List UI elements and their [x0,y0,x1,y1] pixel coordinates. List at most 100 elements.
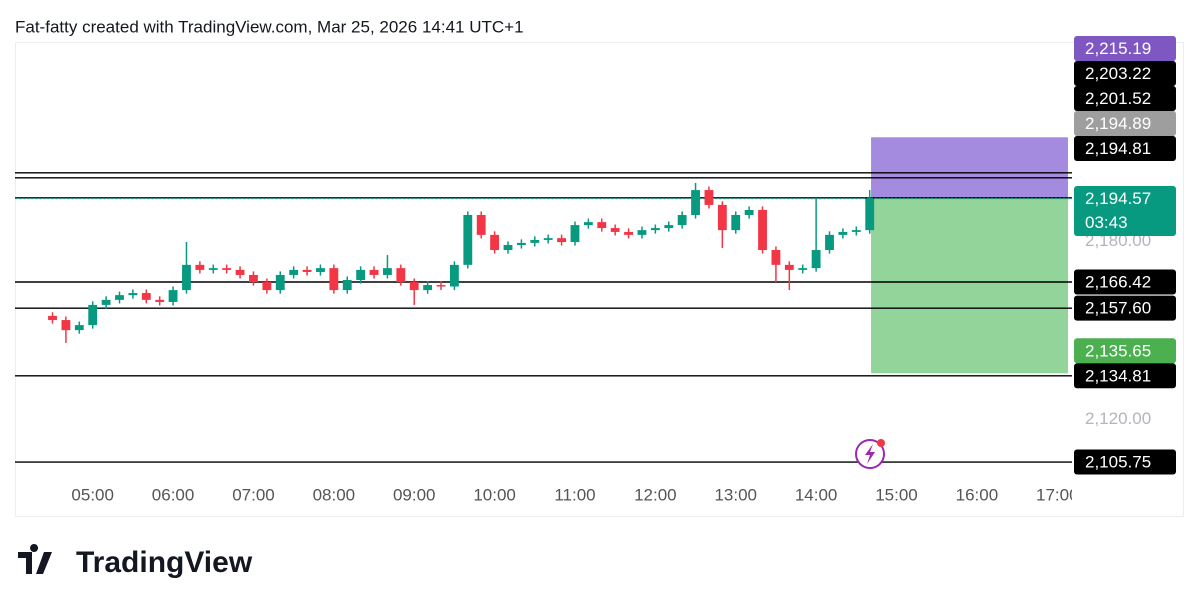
price-badge-label: 2,166.42 [1085,272,1151,291]
price-badge [1074,110,1176,136]
candle-body [557,238,567,243]
position-lower [871,198,1068,374]
candle-body [302,269,312,272]
brand: TradingView [76,546,253,579]
logo: TradingView [18,544,253,579]
x-tick-label: 11:00 [554,485,595,504]
candle-body [101,299,111,305]
plot: 2,120.002,140.002,180.0005:0006:0007:000… [15,35,1182,515]
candle-body [222,268,232,270]
candle-body [436,285,446,287]
x-tick-label: 17:00 [1036,485,1079,504]
candle-body [851,230,861,232]
candle-body [503,244,513,251]
candle-body [182,264,191,291]
candle-body [262,282,272,291]
price-badge [1074,35,1176,61]
x-tick-label: 09:00 [393,485,436,504]
candle-body [490,234,500,251]
candle-body [235,269,245,275]
price-badge-label: 2,201.52 [1085,89,1151,108]
candle-body [597,222,607,229]
header: Fat-fatty created with TradingView.com, … [15,17,524,36]
candle-body [356,269,366,280]
candle-body [650,228,660,231]
candle-body [758,209,767,251]
candle-body [329,268,339,291]
price-badge [1074,185,1176,236]
candle-body [61,320,71,331]
candle-body [838,231,848,235]
candle-body [865,198,875,231]
candle-body [249,274,258,283]
price-badge-label: 2,105.75 [1085,453,1151,472]
candle-body [731,215,741,231]
x-tick-label: 12:00 [634,485,677,504]
candle-body [811,250,821,269]
candle-body [583,222,593,226]
candle-body [88,304,98,326]
candle-body [798,268,808,270]
price-badge [1074,60,1176,86]
x-tick-label: 16:00 [956,485,999,504]
candle-body [74,325,84,331]
price-badge [1074,135,1176,161]
candle-body [409,282,419,291]
price-badge [1074,449,1176,475]
candle-body [316,268,325,272]
price-badge-label: 2,157.60 [1085,299,1151,318]
x-tick-label: 06:00 [152,485,195,504]
x-tick-label: 14:00 [795,485,838,504]
price-badge-label: 2,194.81 [1085,139,1151,158]
price-badge-label: 2,215.19 [1085,39,1151,58]
x-tick-label: 15:00 [875,485,918,504]
candle-body [168,290,178,302]
candle-body [624,231,633,235]
candle-body [289,269,299,275]
candle-body [664,225,674,229]
candle-body [570,225,580,243]
candle-body [115,295,124,300]
candle-body [637,230,647,235]
candle-body [784,264,794,270]
x-tick-label: 08:00 [313,485,356,504]
candle-body [48,315,57,321]
candle-body [128,293,138,296]
candle-body [530,239,540,243]
x-tick-label: 13:00 [714,485,757,504]
y-tick-label: 2,120.00 [1085,409,1151,428]
candle-body [383,268,392,275]
candle-body [691,190,700,216]
alert-icon [855,439,885,469]
x-tick-label: 10:00 [473,485,516,504]
price-badge [1074,85,1176,111]
candle-body [342,279,352,291]
price-badge-label: 2,134.81 [1085,366,1151,385]
candle-body [717,204,727,231]
candle-body [155,299,165,302]
candle-body [516,242,526,245]
candle-body [275,274,285,291]
logo-mark [18,544,52,574]
price-badge [1074,338,1176,364]
price-badge-label: 2,135.65 [1085,341,1151,360]
candle-body [476,215,486,235]
candle-body [677,215,687,226]
price-badge-label: 2,194.57 [1085,189,1151,208]
countdown: 03:43 [1085,213,1128,232]
candle-body [195,264,205,270]
candle-body [825,234,834,251]
candle-body [141,293,151,300]
position-upper [871,137,1068,199]
candle-body [208,268,218,270]
candle-body [771,250,781,265]
candle-body [423,285,433,291]
price-badge [1074,363,1176,389]
chart-frame [15,42,1184,517]
candle-body [744,209,754,216]
price-badge-label: 2,203.22 [1085,64,1151,83]
x-tick-label: 05:00 [71,485,114,504]
price-badge-label: 2,194.89 [1085,114,1151,133]
